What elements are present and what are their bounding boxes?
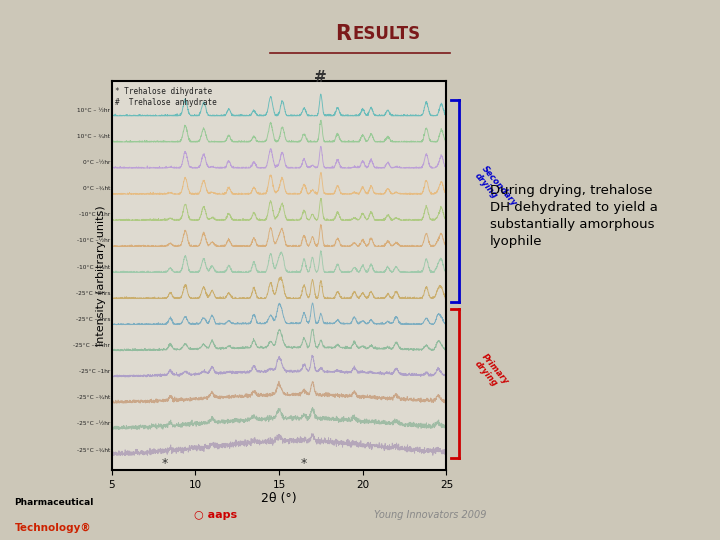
Text: ○ aaps: ○ aaps [194, 510, 238, 520]
Text: Young Innovators 2009: Young Innovators 2009 [374, 510, 487, 520]
Text: -25°C –1½hr: -25°C –1½hr [73, 343, 110, 348]
Text: Technology®: Technology® [14, 523, 91, 534]
Text: -25°C –2hrs: -25°C –2hrs [76, 317, 110, 322]
Text: 10°C – ½hr: 10°C – ½hr [77, 108, 110, 113]
Text: 10°C – ¾ht: 10°C – ¾ht [77, 134, 110, 139]
Text: -10°C –½hr: -10°C –½hr [77, 239, 110, 244]
Text: -25°C –¾ht: -25°C –¾ht [77, 448, 110, 453]
Text: Pharmaceutical: Pharmaceutical [14, 498, 94, 507]
Text: Secondary
drying: Secondary drying [472, 165, 519, 215]
Text: -25°C –1hr: -25°C –1hr [79, 369, 110, 374]
Text: *: * [162, 457, 168, 470]
Text: ESULTS: ESULTS [353, 25, 421, 43]
Text: 0°C –½hr: 0°C –½hr [83, 160, 110, 165]
Text: * Trehalose dihydrate: * Trehalose dihydrate [115, 87, 212, 96]
Text: *: * [301, 457, 307, 470]
Text: During drying, trehalose
DH dehydrated to yield a
substantially amorphous
lyophi: During drying, trehalose DH dehydrated t… [490, 184, 657, 248]
Text: #  Trehalose anhydrate: # Trehalose anhydrate [115, 98, 217, 107]
Text: Primary
drying: Primary drying [472, 352, 511, 393]
Text: -10°C –¾ht: -10°C –¾ht [77, 265, 110, 269]
Text: -25°C –8hrs: -25°C –8hrs [76, 291, 110, 296]
Text: -25°C –¾ht: -25°C –¾ht [77, 395, 110, 400]
Y-axis label: Intensity (arbitrary units): Intensity (arbitrary units) [96, 205, 106, 346]
Text: -10°C –1hr: -10°C –1hr [79, 212, 110, 218]
Text: 0°C –¾ht: 0°C –¾ht [83, 186, 110, 191]
Text: -25°C –½hr: -25°C –½hr [77, 421, 110, 426]
Text: #: # [315, 70, 327, 85]
Text: R: R [335, 24, 351, 44]
X-axis label: 2θ (°): 2θ (°) [261, 492, 297, 505]
